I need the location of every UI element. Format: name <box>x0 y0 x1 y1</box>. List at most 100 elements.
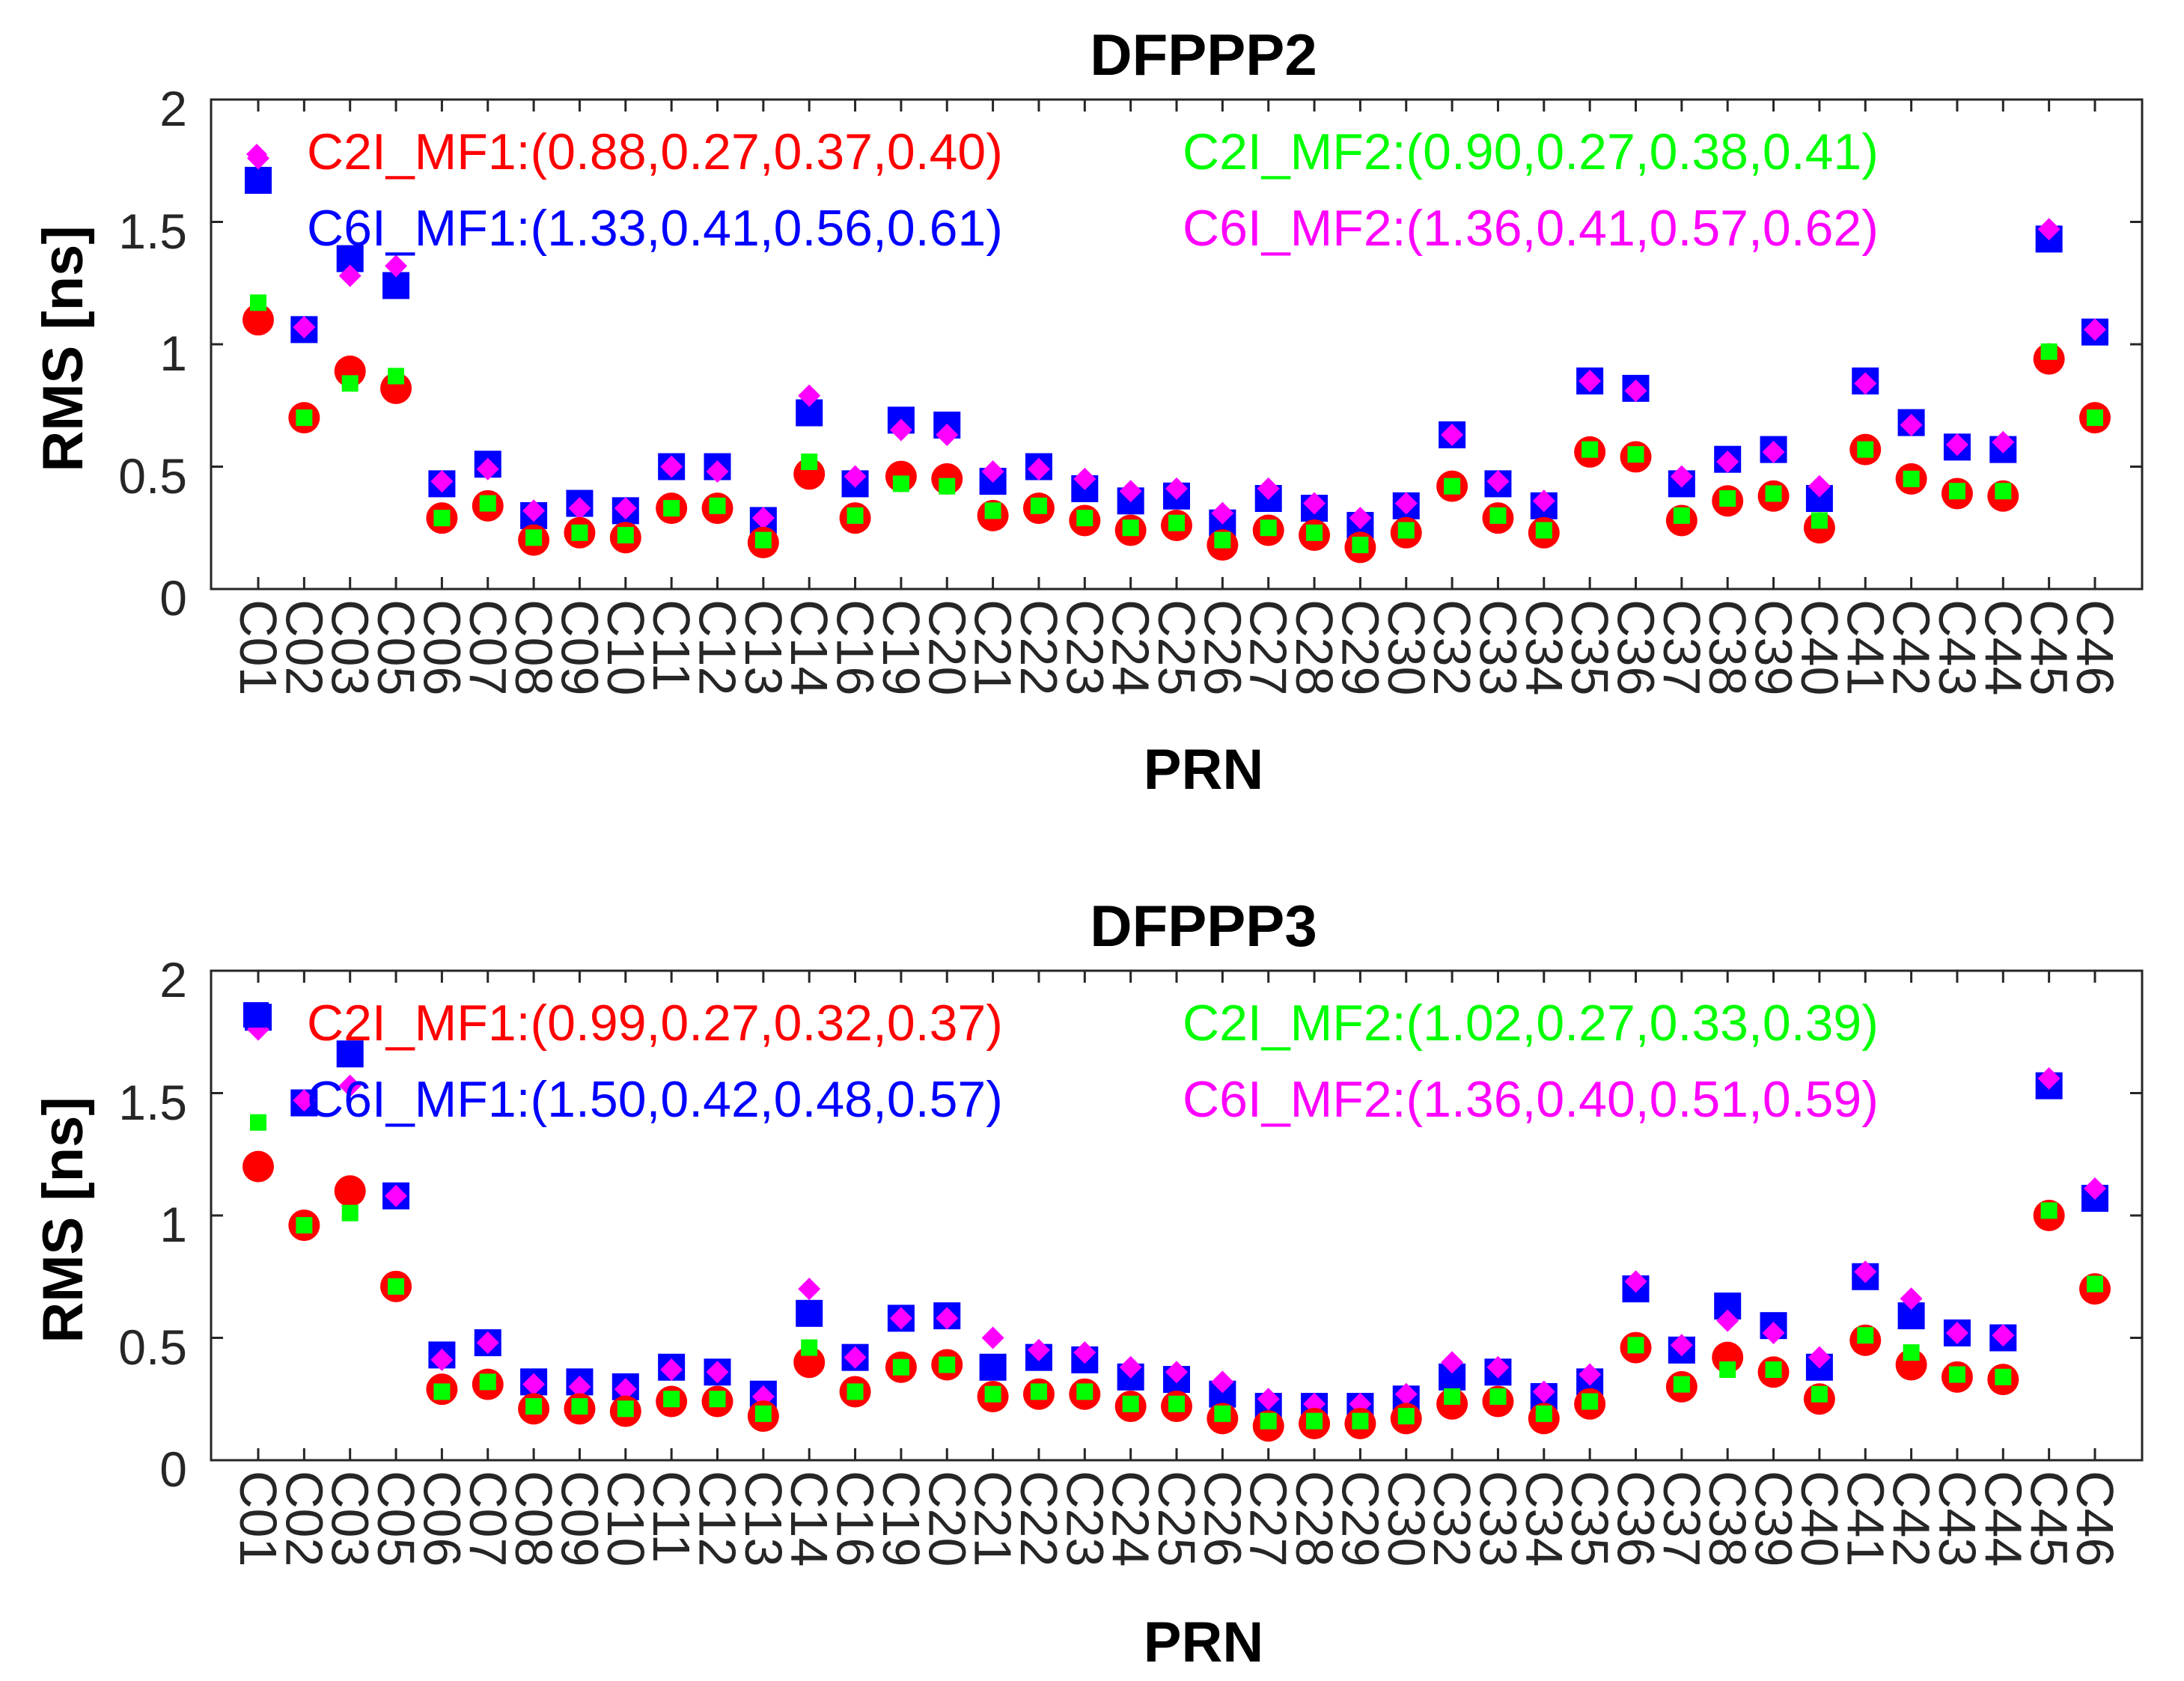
x-tick-label: C38 <box>1698 1471 1757 1566</box>
data-point-c2i-mf2 <box>1030 497 1047 514</box>
x-tick-label: C42 <box>1882 1471 1941 1566</box>
data-point-c6i-mf2 <box>1441 423 1464 446</box>
data-point-c6i-mf2 <box>338 1074 362 1097</box>
data-point-c2i-mf2 <box>1581 441 1599 458</box>
x-tick-label: C14 <box>780 1471 838 1566</box>
data-point-c2i-mf2 <box>984 502 1001 519</box>
data-point-c6i-mf2 <box>1441 1351 1464 1374</box>
x-tick-label: C01 <box>229 600 287 695</box>
chart-title-1: DFPPP2 <box>1090 22 1317 88</box>
data-point-c2i-mf2 <box>847 507 864 524</box>
data-point-c2i-mf2 <box>2087 409 2103 427</box>
x-tick-label: C28 <box>1285 1471 1343 1566</box>
x-tick-label: C43 <box>1928 1471 1986 1566</box>
x-tick-label: C23 <box>1055 600 1114 695</box>
data-point-c2i-mf2 <box>1903 1344 1920 1361</box>
data-point-c6i-mf1 <box>336 1040 364 1068</box>
data-point-c6i-mf2 <box>476 1331 499 1355</box>
x-tick-label: C27 <box>1239 1471 1298 1566</box>
data-point-c2i-mf2 <box>1857 441 1874 458</box>
data-point-c2i-mf2 <box>892 475 909 492</box>
x-tick-label: C06 <box>412 1471 471 1566</box>
data-point-c2i-mf2 <box>939 478 956 495</box>
data-point-c2i-mf2 <box>525 1398 543 1415</box>
legend-2: C2I_MF1:(0.99,0.27,0.32,0.37) C2I_MF2:(1… <box>243 995 1879 1128</box>
x-tick-label: C38 <box>1698 600 1757 695</box>
data-point-c2i-mf2 <box>2087 1275 2103 1293</box>
data-point-c2i-mf2 <box>709 1391 726 1408</box>
data-point-c2i-mf2 <box>892 1358 909 1376</box>
data-point-c6i-mf2 <box>338 264 362 287</box>
data-point-c2i-mf2 <box>250 294 266 311</box>
data-point-c6i-mf2 <box>430 470 454 493</box>
data-point-c2i-mf2 <box>1948 1366 1965 1383</box>
x-tick-label: C41 <box>1836 1471 1894 1566</box>
data-point-c6i-mf2 <box>1486 1355 1510 1379</box>
plot-area-2: C01C02C03C05C06C07C08C09C10C11C12C13C14C… <box>210 969 2144 1566</box>
data-point-c6i-mf2 <box>1165 1361 1188 1384</box>
legend-entry: C2I_MF2:(1.02,0.27,0.33,0.39) <box>1183 995 1879 1052</box>
data-point-c2i-mf2 <box>1306 1412 1323 1430</box>
data-point-c6i-mf2 <box>1808 1346 1831 1369</box>
data-point-c2i-mf2 <box>1030 1383 1047 1400</box>
legend-entry: C2I_MF2:(0.90,0.27,0.38,0.41) <box>1183 123 1879 180</box>
y-axis-label-1: RMS [ns] <box>31 225 95 472</box>
data-point-c6i-mf2 <box>430 1348 454 1371</box>
x-tick-label: C22 <box>1010 1471 1068 1566</box>
data-point-c2i-mf2 <box>847 1383 864 1400</box>
x-tick-label: C35 <box>1561 600 1619 695</box>
data-point-c2i-mf2 <box>1076 1383 1093 1400</box>
data-point-c2i-mf2 <box>571 524 588 541</box>
x-tick-label: C29 <box>1331 600 1389 695</box>
data-point-c2i-mf2 <box>433 510 451 527</box>
data-point-c2i-mf2 <box>984 1385 1001 1403</box>
data-point-c2i-mf2 <box>1168 1395 1185 1412</box>
x-tick-label: C32 <box>1423 1471 1481 1566</box>
x-tick-label: C07 <box>459 600 517 695</box>
data-point-c6i-mf1 <box>796 1299 823 1327</box>
data-point-c2i-mf2 <box>663 1391 680 1408</box>
x-axis-label-1: PRN <box>1144 738 1263 802</box>
data-point-c6i-mf2 <box>844 1346 867 1369</box>
data-point-c6i-mf2 <box>1854 1260 1877 1284</box>
data-point-c2i-mf2 <box>1765 1361 1782 1379</box>
data-point-c2i-mf2 <box>1122 1395 1139 1412</box>
legend-1: C2I_MF1:(0.88,0.27,0.37,0.40) C2I_MF2:(0… <box>246 123 1879 257</box>
data-point-c2i-mf2 <box>1535 522 1552 539</box>
data-point-c6i-mf2 <box>889 418 912 442</box>
y-tick-label: 1.5 <box>118 204 187 259</box>
data-point-c2i-mf2 <box>479 495 496 512</box>
x-tick-label: C36 <box>1607 1471 1665 1566</box>
data-point-c6i-mf2 <box>1854 372 1877 395</box>
data-point-c2i-mf2 <box>1122 519 1139 537</box>
data-point-c6i-mf1 <box>245 166 272 194</box>
data-point-c6i-mf2 <box>614 497 637 520</box>
data-point-c2i-mf2 <box>479 1373 496 1391</box>
data-point-c2i-mf2 <box>2040 1202 2058 1219</box>
x-tick-label: C09 <box>550 600 608 695</box>
data-point-c2i-mf2 <box>1673 507 1690 524</box>
data-point-c6i-mf2 <box>798 1278 821 1301</box>
data-point-c6i-mf2 <box>1349 507 1372 530</box>
data-point-c6i-mf2 <box>1670 1334 1693 1357</box>
data-point-c2i-mf2 <box>1673 1376 1690 1393</box>
data-point-c2i-mf2 <box>1168 514 1185 531</box>
data-point-c6i-mf2 <box>1624 1270 1647 1293</box>
x-tick-label: C34 <box>1515 1471 1573 1566</box>
x-tick-label: C45 <box>2020 600 2078 695</box>
data-point-c2i-mf2 <box>617 1400 634 1418</box>
data-point-c2i-mf2 <box>388 1278 405 1295</box>
legend-entry: C2I_MF1:(0.88,0.27,0.37,0.40) <box>307 123 1003 180</box>
data-point-c6i-mf2 <box>1211 501 1234 525</box>
chart-panel-1: DFPPP2 RMS [ns] PRN 0 0.5 1 1.5 2 C01C02… <box>31 22 2144 802</box>
x-tick-label: C07 <box>459 1471 517 1566</box>
data-point-c6i-mf2 <box>2084 1177 2106 1201</box>
data-point-c2i-mf2 <box>1581 1393 1599 1410</box>
x-tick-label: C45 <box>2020 1471 2078 1566</box>
data-point-c2i-mf1 <box>243 1150 274 1183</box>
data-point-c6i-mf2 <box>706 1361 729 1384</box>
x-tick-label: C44 <box>1974 1471 2032 1566</box>
data-point-c6i-mf2 <box>1670 465 1693 488</box>
x-tick-label: C12 <box>689 1471 747 1566</box>
x-tick-label: C39 <box>1745 600 1803 695</box>
